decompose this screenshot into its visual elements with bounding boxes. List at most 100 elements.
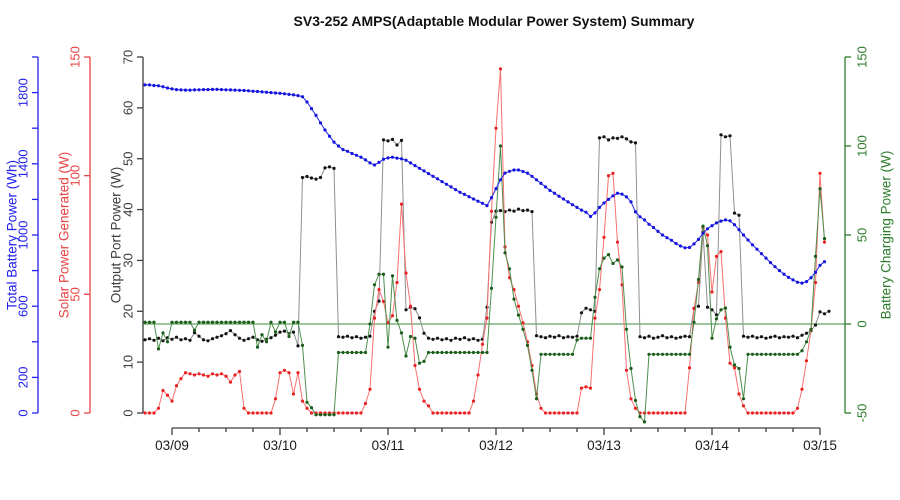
data-point <box>773 265 777 269</box>
data-point <box>228 329 233 333</box>
data-point <box>593 316 597 320</box>
data-point <box>287 371 291 375</box>
data-point <box>188 372 192 376</box>
data-point <box>701 224 705 228</box>
data-point <box>161 339 165 343</box>
data-point <box>404 158 408 162</box>
data-point <box>408 304 413 308</box>
data-point <box>669 352 674 356</box>
data-point <box>818 171 822 175</box>
data-point <box>714 221 719 225</box>
data-point <box>179 320 183 324</box>
data-point <box>467 411 471 415</box>
data-point <box>705 244 710 248</box>
data-point <box>791 411 795 415</box>
data-point <box>579 208 584 212</box>
data-point <box>687 335 692 339</box>
tick-label: -50 <box>855 404 870 423</box>
data-point <box>296 320 300 324</box>
data-point <box>287 334 291 339</box>
data-point <box>665 411 669 415</box>
data-point <box>548 411 552 415</box>
data-point <box>723 135 728 139</box>
data-point <box>539 406 543 410</box>
data-point <box>642 218 647 222</box>
data-point <box>629 200 633 204</box>
data-point <box>696 237 701 241</box>
data-point <box>147 83 152 87</box>
data-point <box>489 209 494 213</box>
data-point <box>507 208 512 212</box>
data-point <box>282 329 287 333</box>
data-point <box>552 411 557 415</box>
data-point <box>750 352 755 356</box>
data-point <box>804 280 809 284</box>
data-point <box>305 100 309 104</box>
data-point <box>651 352 656 356</box>
data-point <box>467 350 471 355</box>
data-point <box>170 320 174 324</box>
data-point <box>210 372 215 376</box>
data-point <box>426 172 431 176</box>
data-point <box>633 406 638 410</box>
series-line <box>145 68 825 414</box>
data-point <box>476 373 480 377</box>
data-point <box>705 305 710 309</box>
data-point <box>444 350 449 355</box>
data-point <box>345 350 350 355</box>
data-point <box>323 413 327 417</box>
data-point <box>723 218 728 222</box>
tick-label: 0 <box>16 409 31 416</box>
data-point <box>368 161 372 165</box>
data-point <box>413 164 417 168</box>
data-point <box>737 213 741 217</box>
data-point <box>768 335 773 339</box>
data-point <box>570 203 575 207</box>
data-point <box>143 83 147 87</box>
series-solar-power-generated <box>143 67 827 415</box>
data-point <box>620 265 624 269</box>
data-point <box>660 411 665 415</box>
data-point <box>251 335 255 339</box>
data-point <box>197 320 201 324</box>
data-point <box>399 202 404 206</box>
data-point <box>683 352 687 356</box>
data-point <box>147 320 152 324</box>
data-point <box>395 156 399 160</box>
data-point <box>431 337 435 341</box>
data-point <box>714 317 719 321</box>
data-point <box>795 336 800 340</box>
data-point <box>341 350 345 355</box>
data-point <box>543 411 548 415</box>
data-point <box>192 88 197 92</box>
tick-label: 0 <box>855 320 870 327</box>
data-point <box>530 210 534 214</box>
data-point <box>318 175 323 180</box>
data-point <box>161 388 165 393</box>
data-point <box>638 335 642 339</box>
data-point <box>462 192 467 196</box>
data-point <box>377 288 381 292</box>
data-point <box>804 359 809 363</box>
tick-label: 10 <box>121 355 136 369</box>
data-point <box>660 233 665 237</box>
data-point <box>534 334 539 338</box>
data-point <box>719 133 723 137</box>
data-point <box>827 309 831 313</box>
data-point <box>188 320 192 324</box>
data-point <box>458 337 462 341</box>
data-point <box>741 404 746 408</box>
data-point <box>791 278 795 282</box>
data-point <box>197 334 201 338</box>
data-point <box>561 352 566 356</box>
data-point <box>300 399 305 403</box>
data-point <box>818 310 822 314</box>
data-point <box>336 411 341 415</box>
data-point <box>381 272 386 276</box>
data-point <box>746 352 750 356</box>
data-point <box>345 411 350 415</box>
data-point <box>372 163 377 167</box>
data-point <box>440 411 444 415</box>
data-point <box>332 413 336 417</box>
data-point <box>224 332 228 336</box>
